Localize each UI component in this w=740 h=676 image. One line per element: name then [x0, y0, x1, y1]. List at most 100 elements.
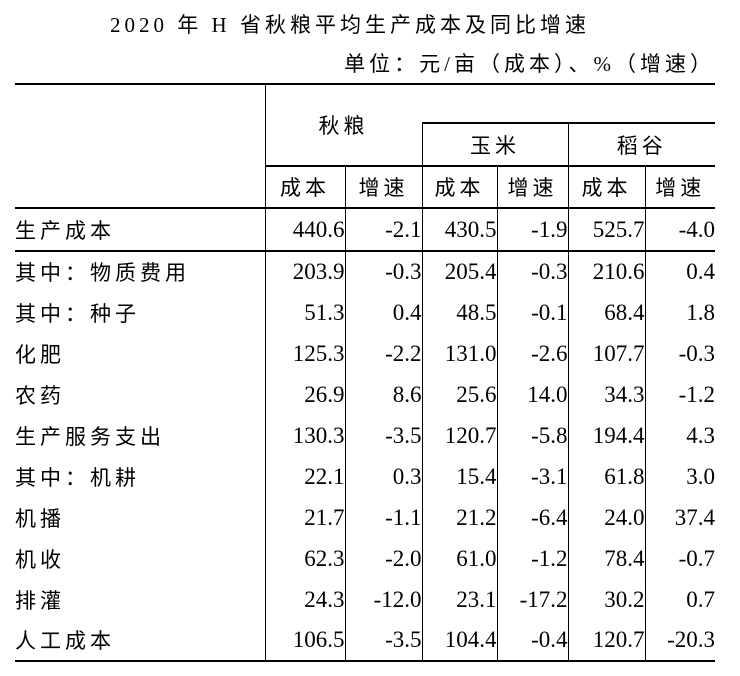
- value-cell: 14.0: [497, 374, 569, 415]
- value-cell: 125.3: [265, 333, 346, 374]
- value-cell: 3.0: [686, 463, 715, 489]
- col-header-growth: 增速: [345, 166, 423, 209]
- value-cell: 440.6: [265, 208, 346, 252]
- table-row: 其中：物质费用 203.9 -0.3 205.4 -0.3 210.6 0.4: [15, 251, 715, 292]
- value-cell: -6.4: [497, 497, 569, 538]
- value-cell: -12.0: [345, 579, 423, 620]
- value-cell: 78.4: [568, 538, 646, 579]
- value-cell: 0.4: [345, 292, 423, 333]
- table-row: 农药 26.9 8.6 25.6 14.0 34.3 -1.2: [15, 374, 715, 415]
- value-cell: -2.2: [345, 333, 423, 374]
- value-cell: -3.5: [345, 415, 423, 456]
- row-label: 生产服务支出: [15, 415, 266, 456]
- table-row: 人工成本 106.5 -3.5 104.4 -0.4 120.7 -20.3: [15, 620, 715, 662]
- value-cell: -20.3: [645, 620, 715, 662]
- value-cell: 194.4: [568, 415, 646, 456]
- value-cell: 120.7: [568, 620, 646, 662]
- value-cell: 15.4: [422, 456, 498, 497]
- table-title: 2020 年 H 省秋粮平均生产成本及同比增速: [110, 13, 590, 37]
- value-cell: 203.9: [265, 251, 346, 292]
- value-cell: 62.3: [265, 538, 346, 579]
- value-cell: -0.3: [678, 340, 715, 366]
- value-cell: -2.6: [497, 333, 569, 374]
- group-header-rice: 稻谷: [568, 123, 715, 167]
- value-cell: -5.8: [497, 415, 569, 456]
- header-row-groups-sub: 玉米 稻谷: [15, 123, 715, 167]
- value-cell: 34.3: [568, 374, 646, 415]
- value-cell: -4.0: [645, 208, 715, 252]
- table-row: 化肥 125.3 -2.2 131.0 -2.6 107.7 -0.3: [15, 333, 715, 374]
- value-cell: 120.7: [422, 415, 498, 456]
- value-cell: 61.0: [422, 538, 498, 579]
- unit-note: 单位：元/亩（成本）、%（增速）: [344, 52, 715, 76]
- value-cell: 26.9: [265, 374, 346, 415]
- table-row: 机收 62.3 -2.0 61.0 -1.2 78.4 -0.7: [15, 538, 715, 579]
- table-row: 其中：种子 51.3 0.4 48.5 -0.1 68.4 1.8: [15, 292, 715, 333]
- col-header-cost: 成本: [568, 166, 646, 209]
- value-cell: 8.6: [345, 374, 423, 415]
- value-cell: -0.3: [345, 251, 423, 292]
- group-header-autumn-grain: 秋粮: [265, 84, 422, 167]
- row-label: 机收: [15, 538, 266, 579]
- value-cell: 37.4: [674, 504, 715, 530]
- value-cell: -0.4: [497, 620, 569, 662]
- value-cell: -2.1: [345, 208, 423, 252]
- value-cell: 0.4: [686, 259, 715, 284]
- value-cell: 48.5: [422, 292, 498, 333]
- row-label: 排灌: [15, 579, 266, 620]
- row-label: 其中：物质费用: [15, 251, 266, 292]
- value-cell: -0.3: [497, 251, 569, 292]
- table-row: 机播 21.7 -1.1 21.2 -6.4 24.0 37.4: [15, 497, 715, 538]
- value-cell: 131.0: [422, 333, 498, 374]
- value-cell: 68.4: [568, 292, 646, 333]
- table-row: 其中：机耕 22.1 0.3 15.4 -3.1 61.8 3.0: [15, 456, 715, 497]
- value-cell: 21.2: [422, 497, 498, 538]
- table-row: 排灌 24.3 -12.0 23.1 -17.2 30.2 0.7: [15, 579, 715, 620]
- value-cell: 104.4: [422, 620, 498, 662]
- value-cell: 61.8: [568, 456, 646, 497]
- value-cell: 30.2: [568, 579, 646, 620]
- value-cell: -1.1: [345, 497, 423, 538]
- value-cell: 23.1: [422, 579, 498, 620]
- value-cell: 25.6: [422, 374, 498, 415]
- value-cell: 430.5: [422, 208, 498, 252]
- value-cell: 51.3: [265, 292, 346, 333]
- value-cell: 21.7: [265, 497, 346, 538]
- value-cell: -1.2: [497, 538, 569, 579]
- row-label: 农药: [15, 374, 266, 415]
- value-cell: -0.7: [678, 545, 715, 571]
- value-cell: 106.5: [265, 620, 346, 662]
- value-cell: 107.7: [568, 333, 646, 374]
- cost-table: 秋粮 玉米 稻谷 成本 增速 成本 增速 成本 增速 生产成本 440.6 -2…: [15, 83, 715, 662]
- value-cell: -3.1: [497, 456, 569, 497]
- value-cell: 130.3: [265, 415, 346, 456]
- value-cell: 24.0: [568, 497, 646, 538]
- value-cell: -17.2: [497, 579, 569, 620]
- value-cell: 4.3: [686, 422, 715, 448]
- value-cell: -0.1: [497, 292, 569, 333]
- row-label-column-header: [15, 84, 266, 209]
- value-cell: 1.8: [686, 299, 715, 325]
- col-header-cost: 成本: [422, 166, 498, 209]
- header-spacer: [422, 84, 715, 124]
- header-row-groups-top: 秋粮: [15, 84, 715, 209]
- col-header-growth: 增速: [645, 166, 715, 209]
- value-cell: 210.6: [568, 251, 646, 292]
- value-cell: 0.3: [345, 456, 423, 497]
- row-label: 化肥: [15, 333, 266, 374]
- value-cell: 22.1: [265, 456, 346, 497]
- row-label: 其中：种子: [15, 292, 266, 333]
- row-label: 生产成本: [15, 208, 266, 252]
- value-cell: 0.7: [686, 586, 715, 612]
- value-cell: -3.5: [345, 620, 423, 662]
- value-cell: -2.0: [345, 538, 423, 579]
- row-label: 人工成本: [15, 620, 266, 662]
- group-header-corn: 玉米: [421, 123, 569, 167]
- value-cell: 525.7: [568, 208, 646, 252]
- value-cell: 24.3: [265, 579, 346, 620]
- row-label: 其中：机耕: [15, 456, 266, 497]
- header-row-measures: 成本 增速 成本 增速 成本 增速: [15, 166, 715, 209]
- col-header-cost: 成本: [265, 166, 346, 209]
- table-row: 生产服务支出 130.3 -3.5 120.7 -5.8 194.4 4.3: [15, 415, 715, 456]
